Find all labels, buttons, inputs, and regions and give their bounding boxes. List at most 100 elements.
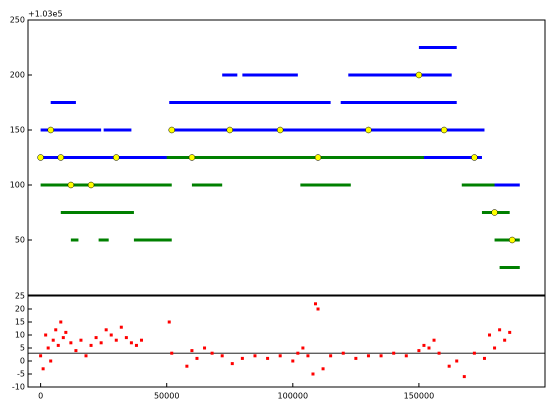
point	[230, 362, 234, 366]
point	[167, 320, 171, 324]
point	[94, 336, 98, 340]
x-tick-label: 50000	[154, 392, 179, 401]
point	[417, 349, 421, 353]
point	[291, 359, 295, 363]
point	[114, 338, 118, 342]
marker	[276, 126, 284, 134]
marker	[365, 126, 372, 134]
point	[99, 341, 103, 345]
x-tick-label: 150000	[404, 392, 435, 401]
point	[185, 364, 189, 368]
point	[109, 333, 113, 337]
marker	[37, 154, 44, 161]
marker	[168, 126, 176, 134]
y-tick-label: 50	[15, 236, 25, 245]
marker	[471, 154, 478, 161]
point	[366, 354, 370, 358]
point	[437, 351, 441, 355]
point	[462, 375, 466, 379]
point	[203, 346, 207, 350]
y-tick-label: 100	[10, 181, 25, 190]
point	[316, 307, 320, 311]
point	[54, 328, 58, 332]
point	[79, 338, 83, 342]
y-tick-label: -5	[17, 370, 25, 379]
marker	[415, 71, 423, 79]
point	[329, 354, 333, 358]
point	[314, 302, 318, 306]
marker	[491, 209, 498, 216]
point	[253, 354, 257, 358]
point	[104, 328, 108, 332]
marker	[508, 236, 516, 244]
point	[493, 346, 497, 350]
point	[455, 359, 459, 363]
y-tick-label: 25	[15, 292, 25, 301]
marker	[47, 126, 54, 134]
point	[240, 356, 244, 360]
point	[119, 325, 123, 329]
y-tick-label: 10	[15, 331, 25, 340]
y-tick-label: 150	[10, 126, 25, 135]
point	[69, 341, 73, 345]
point	[61, 336, 65, 340]
point	[472, 351, 476, 355]
point	[392, 351, 396, 355]
point	[311, 372, 315, 376]
point	[220, 354, 224, 358]
point	[129, 341, 133, 345]
point	[195, 356, 199, 360]
y-tick-label: 5	[20, 344, 25, 353]
point	[301, 346, 305, 350]
point	[59, 320, 63, 324]
point	[134, 343, 138, 347]
x-tick-label: 0	[38, 392, 43, 401]
point	[210, 351, 214, 355]
point	[56, 343, 60, 347]
point	[354, 356, 358, 360]
point	[51, 338, 55, 342]
point	[488, 333, 492, 337]
point	[139, 338, 143, 342]
point	[39, 354, 43, 358]
y-tick-label: 250	[10, 16, 25, 25]
point	[482, 356, 486, 360]
point	[266, 356, 270, 360]
marker	[67, 181, 75, 189]
point	[503, 338, 507, 342]
point	[190, 349, 194, 353]
point	[124, 336, 128, 340]
point	[321, 367, 325, 371]
y-tick-label: 15	[15, 318, 25, 327]
point	[49, 359, 53, 363]
point	[84, 354, 88, 358]
point	[278, 354, 282, 358]
marker	[87, 181, 95, 189]
y-tick-label: 200	[10, 71, 25, 80]
marker	[188, 154, 196, 161]
point	[498, 328, 502, 332]
point	[341, 351, 345, 355]
marker	[226, 126, 234, 134]
point	[508, 330, 512, 334]
y-tick-label: -10	[12, 383, 25, 392]
point	[404, 354, 408, 358]
point	[170, 351, 174, 355]
point	[306, 354, 310, 358]
point	[44, 333, 48, 337]
marker	[440, 126, 448, 134]
point	[74, 349, 78, 353]
marker	[113, 154, 120, 161]
point	[89, 343, 93, 347]
y-tick-label: 20	[15, 305, 25, 314]
marker	[57, 154, 65, 161]
point	[432, 338, 436, 342]
point	[41, 367, 45, 371]
point	[64, 330, 68, 334]
point	[379, 354, 383, 358]
y-tick-label: 0	[20, 357, 25, 366]
x-tick-label: 100000	[278, 392, 309, 401]
offset-label: +1.03e5	[28, 10, 63, 19]
point	[296, 351, 300, 355]
